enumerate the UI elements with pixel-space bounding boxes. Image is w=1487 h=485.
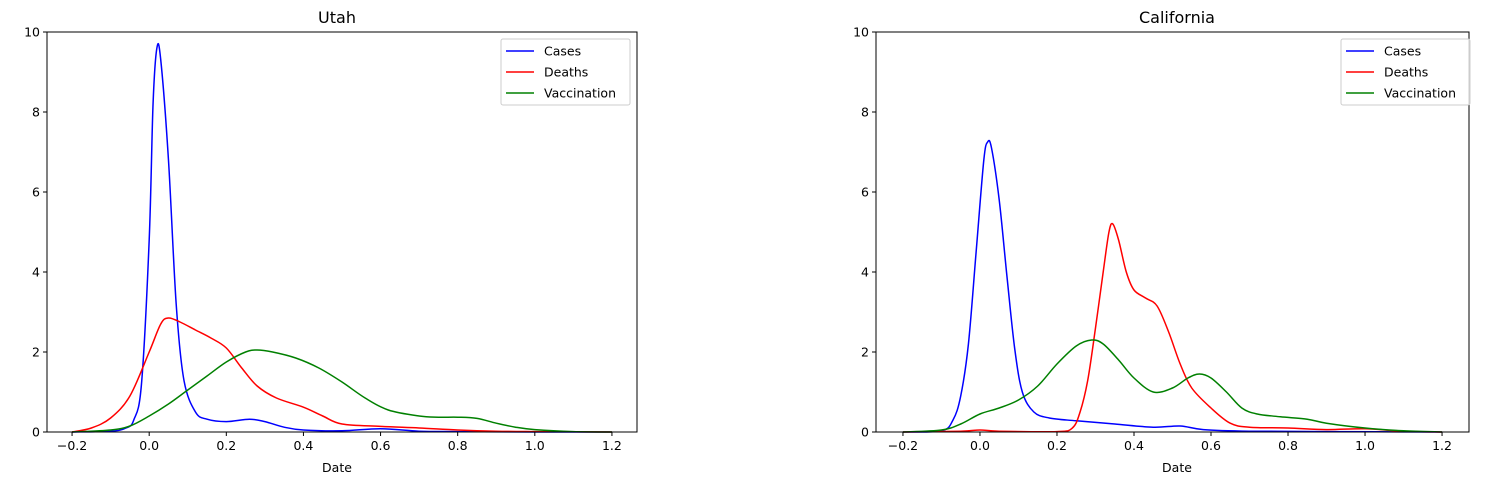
y-tick-label: 4 <box>861 265 869 280</box>
y-tick-label: 10 <box>24 25 40 40</box>
legend-label-cases: Cases <box>544 44 581 59</box>
x-tick-label: −0.2 <box>888 438 918 453</box>
chart-title: Utah <box>318 8 356 27</box>
series-line-deaths <box>71 317 612 433</box>
series-lines <box>902 139 1443 433</box>
legend-box <box>500 38 631 106</box>
x-axis-label: Date <box>322 460 352 475</box>
chart-title: California <box>1139 8 1215 27</box>
x-tick-label: 1.2 <box>1432 438 1452 453</box>
axis-ticks: −0.2 0.0 0.2 0.4 0.6 0.8 1.0 1.2 0 2 4 6 8 10 <box>24 25 622 454</box>
x-axis-label: Date <box>1162 460 1192 475</box>
plot-frame <box>46 31 638 433</box>
legend: Cases Deaths Vaccination <box>1340 38 1471 106</box>
x-tick-label: −0.2 <box>57 438 87 453</box>
x-tick-label: 1.0 <box>525 438 545 453</box>
y-tick-label: 10 <box>853 25 869 40</box>
y-tick-label: 0 <box>32 425 40 440</box>
y-tick-label: 8 <box>861 105 869 120</box>
x-tick-label: 0.2 <box>1047 438 1067 453</box>
legend-label-deaths: Deaths <box>544 65 588 80</box>
y-tick-label: 2 <box>861 345 869 360</box>
subplot-utah: Utah −0.2 0.0 0.2 0.4 0.6 0.8 1.0 1.2 0 2 4 6 8 10 Da… <box>24 8 638 475</box>
legend: Cases Deaths Vaccination <box>500 38 631 106</box>
legend-label-cases: Cases <box>1384 44 1421 59</box>
x-tick-label: 0.4 <box>293 438 313 453</box>
series-line-cases <box>72 42 612 433</box>
legend-label-vaccination: Vaccination <box>544 86 616 101</box>
x-tick-label: 0.8 <box>1278 438 1298 453</box>
legend-label-vaccination: Vaccination <box>1384 86 1456 101</box>
plot-frame <box>875 31 1470 433</box>
series-line-vaccination <box>72 349 612 433</box>
series-line-deaths <box>902 222 1443 433</box>
x-tick-label: 0.8 <box>448 438 468 453</box>
legend-label-deaths: Deaths <box>1384 65 1428 80</box>
x-tick-label: 1.2 <box>602 438 622 453</box>
y-tick-label: 0 <box>861 425 869 440</box>
x-tick-label: 0.6 <box>371 438 391 453</box>
series-line-cases <box>902 139 1443 433</box>
y-tick-label: 2 <box>32 345 40 360</box>
x-tick-label: 0.6 <box>1201 438 1221 453</box>
x-tick-label: 0.0 <box>139 438 159 453</box>
x-tick-label: 0.4 <box>1124 438 1144 453</box>
series-line-vaccination <box>902 339 1443 433</box>
y-tick-label: 6 <box>861 185 869 200</box>
x-tick-label: 0.0 <box>970 438 990 453</box>
y-tick-label: 4 <box>32 265 40 280</box>
series-lines <box>71 42 612 433</box>
legend-box <box>1340 38 1471 106</box>
x-tick-label: 1.0 <box>1355 438 1375 453</box>
axis-ticks: −0.2 0.0 0.2 0.4 0.6 0.8 1.0 1.2 0 2 4 6 8 10 <box>853 25 1452 454</box>
subplot-california: California −0.2 0.0 0.2 0.4 0.6 0.8 1.0 1.2 0 2 4 6… <box>853 8 1471 475</box>
y-tick-label: 8 <box>32 105 40 120</box>
x-tick-label: 0.2 <box>216 438 236 453</box>
y-tick-label: 6 <box>32 185 40 200</box>
